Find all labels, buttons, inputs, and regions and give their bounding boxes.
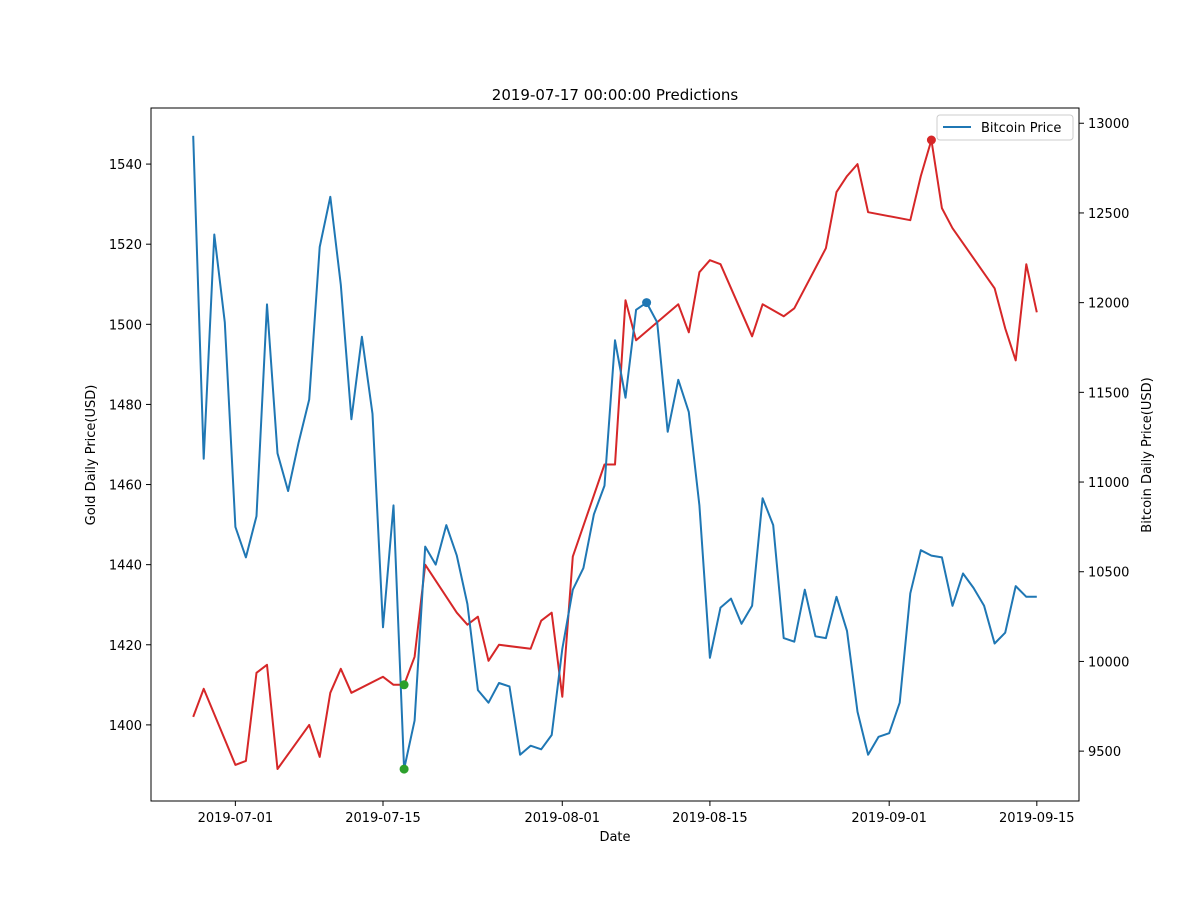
x-tick-label-4: 2019-09-01 bbox=[851, 811, 927, 826]
plot-frame bbox=[150, 107, 1080, 802]
y-axis-right-label: Bitcoin Daily Price(USD) bbox=[1140, 377, 1155, 532]
y-left-tick-label-6: 1520 bbox=[109, 238, 142, 253]
y-left-tick-label-3: 1460 bbox=[109, 479, 142, 494]
x-tick-label-1: 2019-07-15 bbox=[345, 811, 421, 826]
y-left-tick-label-0: 1400 bbox=[109, 719, 142, 734]
y-axis-left-label: Gold Daily Price(USD) bbox=[84, 385, 99, 526]
axes: 2019-07-01 2019-07-15 2019-08-01 2019-08-15… bbox=[109, 107, 1129, 826]
y-right-tick-label-7: 13000 bbox=[1088, 117, 1129, 132]
marker-point-2 bbox=[642, 298, 652, 308]
x-tick-label-5: 2019-09-15 bbox=[999, 811, 1075, 826]
y-left-tick-label-1: 1420 bbox=[109, 639, 142, 654]
bitcoin-price-line bbox=[192, 135, 1037, 771]
legend-box bbox=[936, 114, 1074, 141]
y-left-tick-label-2: 1440 bbox=[109, 559, 142, 574]
y-left-tick-label-7: 1540 bbox=[109, 158, 142, 173]
y-right-tick-label-2: 10500 bbox=[1088, 566, 1129, 581]
y-right-tick-label-6: 12500 bbox=[1088, 207, 1129, 222]
chart-title: 2019-07-17 00:00:00 Predictions bbox=[492, 86, 739, 104]
x-tick-label-2: 2019-08-01 bbox=[524, 811, 600, 826]
y-right-tick-label-0: 9500 bbox=[1088, 745, 1121, 760]
x-axis-label: Date bbox=[599, 830, 630, 845]
plot-area bbox=[192, 135, 1038, 774]
legend: Bitcoin Price bbox=[936, 114, 1074, 141]
y-left-tick-label-5: 1500 bbox=[109, 318, 142, 333]
marker-point-0 bbox=[399, 680, 409, 690]
x-tick-label-0: 2019-07-01 bbox=[198, 811, 274, 826]
x-tick-label-3: 2019-08-15 bbox=[672, 811, 748, 826]
y-right-tick-label-4: 11500 bbox=[1088, 386, 1129, 401]
legend-label-bitcoin: Bitcoin Price bbox=[981, 121, 1061, 136]
y-right-tick-label-1: 10000 bbox=[1088, 655, 1129, 670]
y-right-tick-label-5: 12000 bbox=[1088, 297, 1129, 312]
y-right-tick-label-3: 11000 bbox=[1088, 476, 1129, 491]
y-left-tick-label-4: 1480 bbox=[109, 398, 142, 413]
marker-point-1 bbox=[399, 764, 409, 774]
marker-point-3 bbox=[926, 135, 936, 145]
gold-price-line bbox=[192, 139, 1038, 770]
